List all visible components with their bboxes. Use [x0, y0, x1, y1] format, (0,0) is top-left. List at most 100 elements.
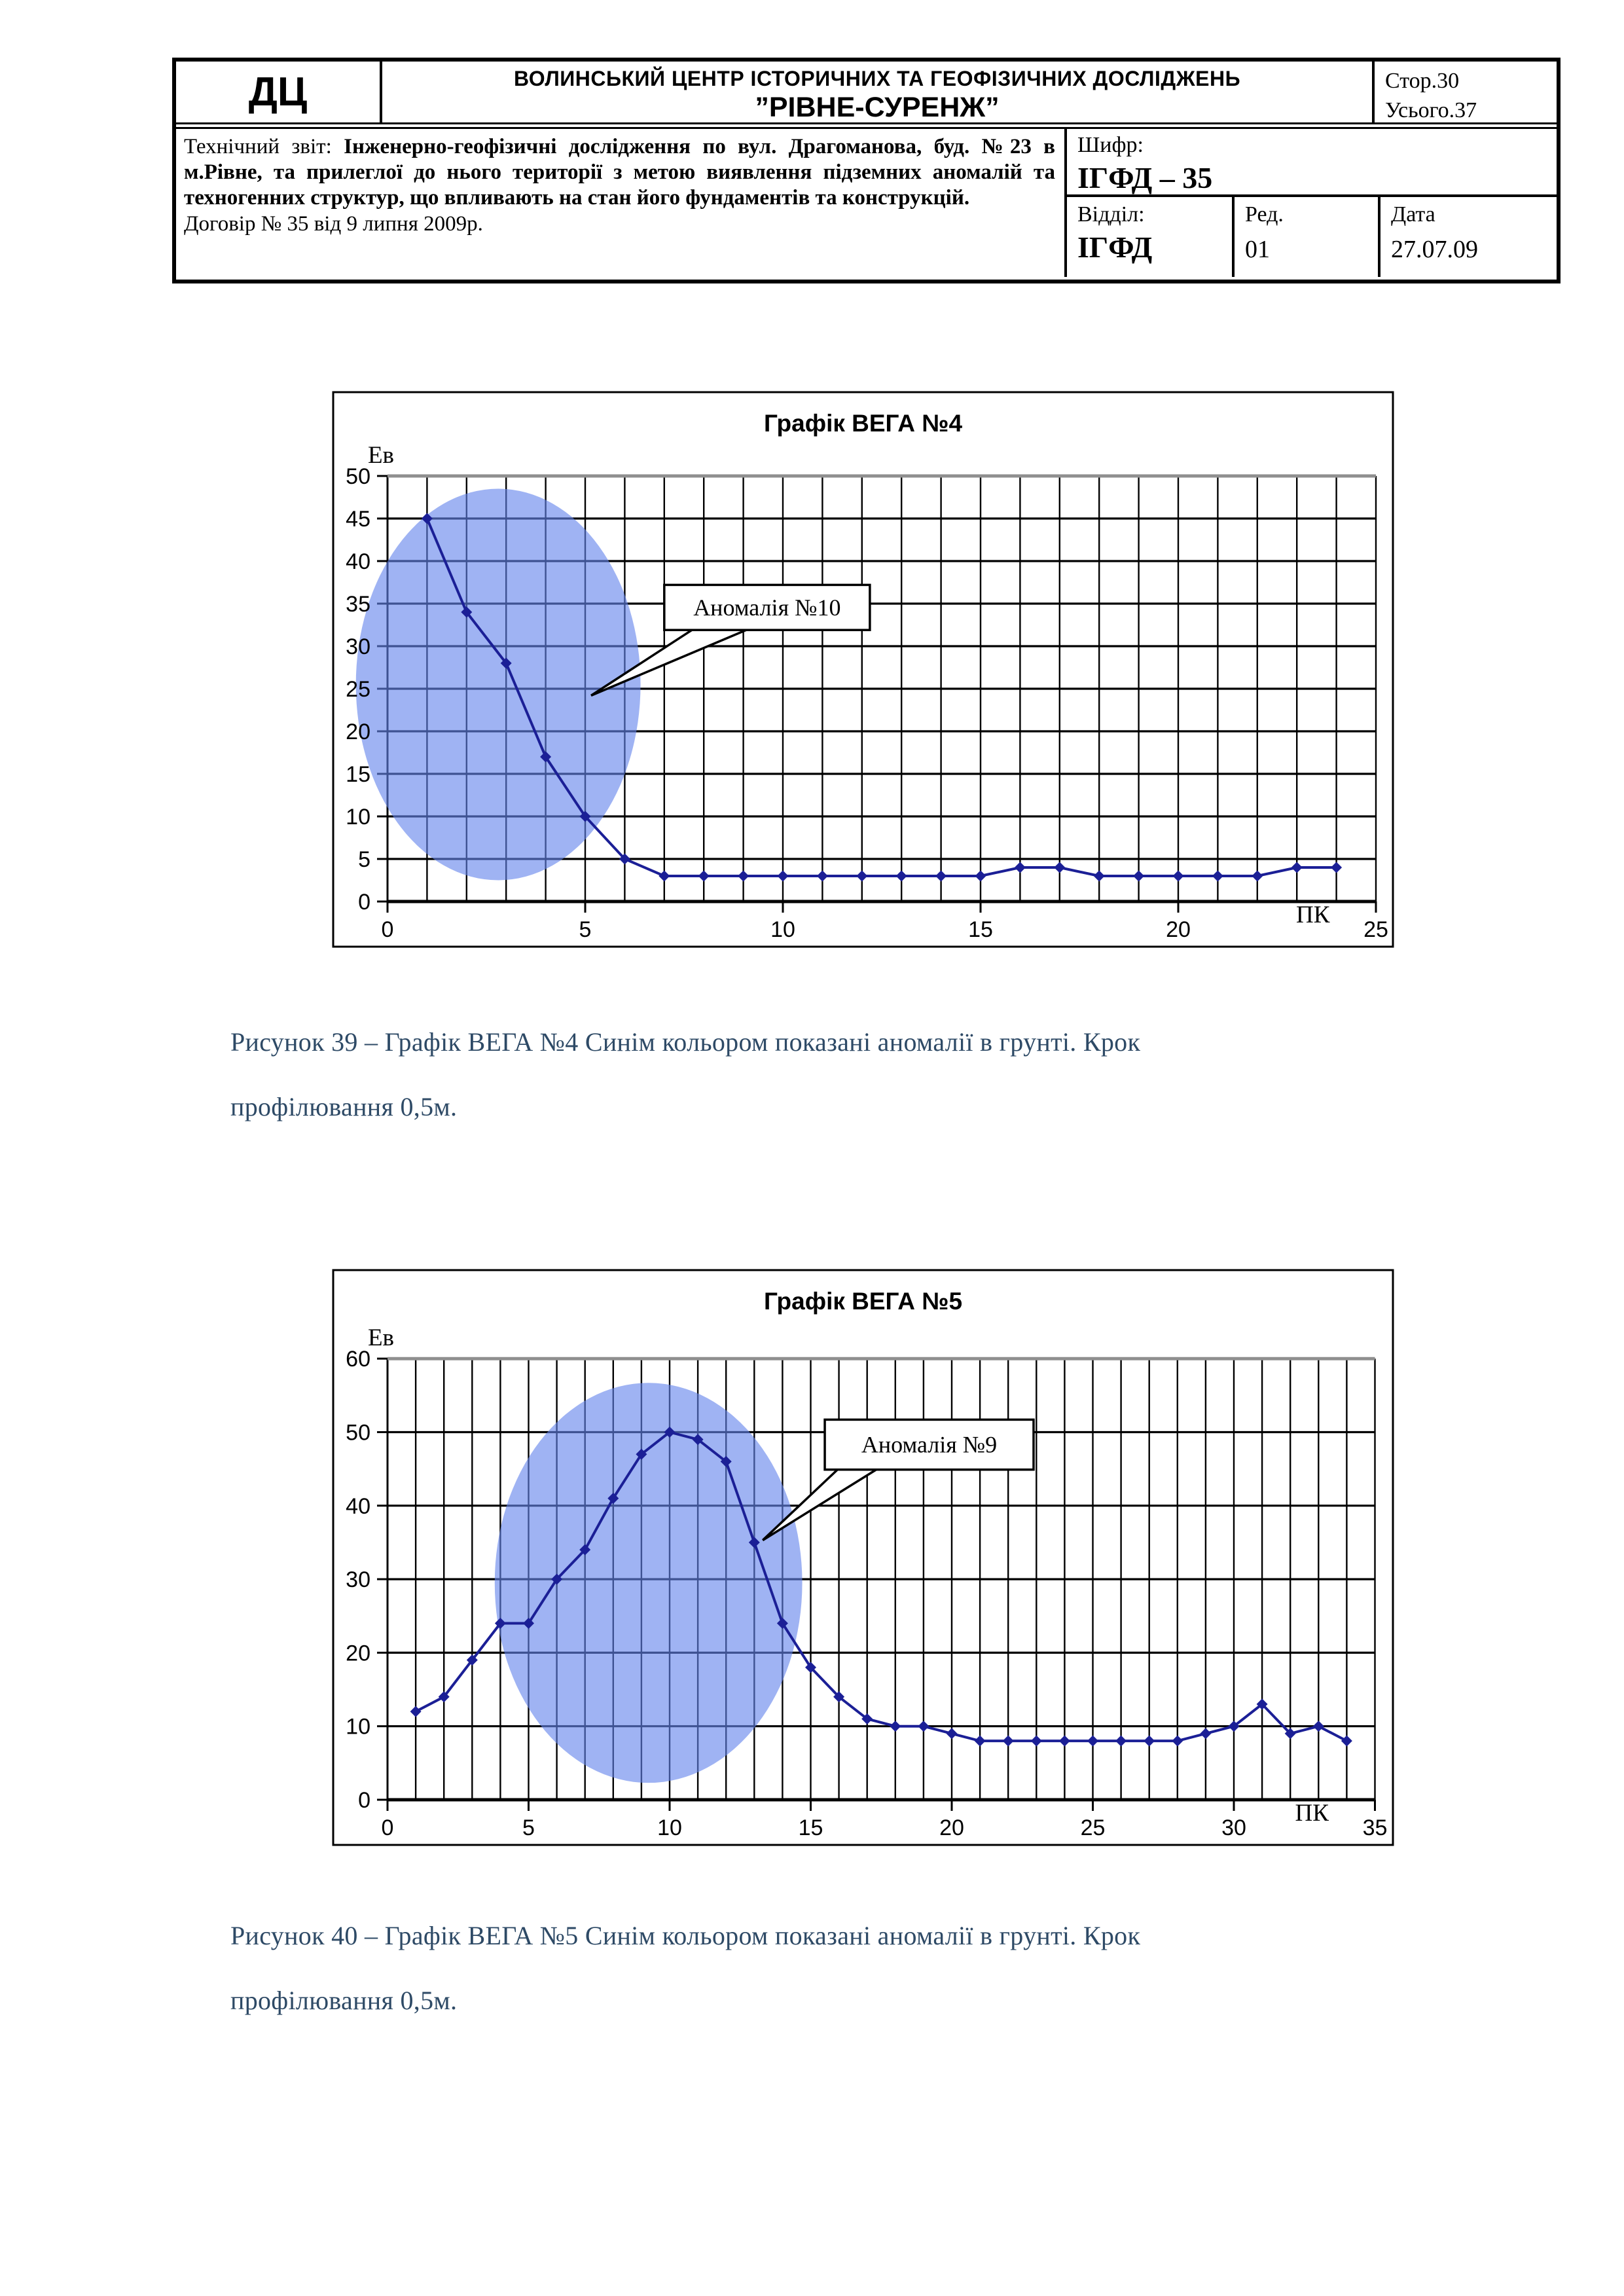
data-point-marker — [946, 1728, 958, 1740]
cipher-value: ІГФД – 35 — [1077, 161, 1213, 194]
caption-line: Рисунок 40 – Графік ВЕГА №5 Синім кольор… — [230, 1921, 1141, 1950]
data-point-marker — [698, 870, 710, 882]
data-point-marker — [636, 1448, 647, 1460]
data-point-marker — [619, 853, 630, 865]
data-point-marker — [1200, 1728, 1212, 1740]
data-point-marker — [1144, 1735, 1155, 1747]
data-point-marker — [1014, 862, 1026, 873]
data-point-marker — [890, 1721, 901, 1732]
cipher-label: Шифр: — [1077, 133, 1144, 157]
data-point-marker — [461, 606, 473, 618]
department-cell: Відділ: ІГФД — [1067, 197, 1235, 277]
vega-4-chart-svg: Аномалія №10 Графік ВЕГА №4 Ев ПК 0 5 10 15 20 25… — [332, 391, 1394, 948]
date-cell: Дата 27.07.09 — [1380, 197, 1557, 277]
header-meta-subrow: Відділ: ІГФД Ред. 01 Дата 27.07.09 — [1067, 197, 1557, 277]
y-tick-label: 0 — [358, 1788, 370, 1813]
x-tick-label: 10 — [657, 1815, 682, 1840]
revision-value: 01 — [1245, 236, 1270, 263]
cipher-cell: Шифр: ІГФД – 35 — [1067, 129, 1557, 197]
data-point-marker — [438, 1691, 450, 1703]
org-brand: ”РІВНЕ-СУРЕНЖ” — [755, 92, 1000, 123]
org-name: ВОЛИНСЬКИЙ ЦЕНТР ІСТОРИЧНИХ ТА ГЕОФІЗИЧН… — [513, 67, 1241, 90]
header-meta-block: Шифр: ІГФД – 35 Відділ: ІГФД Ред. 01 Дат… — [1067, 129, 1557, 277]
y-tick-label: 25 — [346, 677, 370, 702]
anomaly-ellipse — [494, 1383, 803, 1783]
y-tick-label: 30 — [346, 634, 370, 659]
data-point-marker — [1115, 1735, 1127, 1747]
data-point-marker — [975, 870, 986, 882]
x-tick-label: 20 — [939, 1815, 964, 1840]
data-point-marker — [895, 870, 907, 882]
data-point-marker — [579, 1544, 591, 1556]
data-point-marker — [692, 1434, 704, 1446]
data-point-marker — [659, 870, 670, 882]
y-axis-title: Ев — [368, 1324, 394, 1351]
x-tick-label: 0 — [382, 917, 394, 942]
data-point-marker — [720, 1455, 732, 1467]
data-point-marker — [805, 1662, 816, 1673]
data-point-marker — [1002, 1735, 1014, 1747]
date-value: 27.07.09 — [1391, 236, 1478, 263]
x-tick-label: 5 — [579, 917, 592, 942]
department-label: Відділ: — [1077, 202, 1145, 227]
data-point-marker — [1030, 1735, 1042, 1747]
data-point-marker — [1054, 862, 1066, 873]
data-line — [425, 518, 1337, 877]
x-tick-label: 25 — [1363, 917, 1388, 942]
data-point-marker — [935, 870, 947, 882]
y-tick-label: 40 — [346, 549, 370, 574]
caption-line: профілювання 0,5м. — [230, 1986, 458, 2015]
caption-line: Рисунок 39 – Графік ВЕГА №4 Синім кольор… — [230, 1027, 1141, 1057]
data-point-marker — [500, 657, 512, 669]
data-point-marker — [410, 1705, 422, 1717]
x-tick-label: 0 — [382, 1815, 394, 1840]
x-tick-label: 20 — [1166, 917, 1191, 942]
data-point-marker — [1331, 862, 1343, 873]
data-point-marker — [918, 1721, 929, 1732]
data-point-marker — [1172, 870, 1184, 882]
org-logo: ДЦ — [176, 62, 382, 122]
callout-box — [823, 1418, 1035, 1471]
header-table: ДЦ ВОЛИНСЬКИЙ ЦЕНТР ІСТОРИЧНИХ ТА ГЕОФІЗ… — [172, 58, 1561, 283]
data-point-marker — [816, 870, 828, 882]
y-tick-label: 20 — [346, 720, 370, 744]
date-label: Дата — [1391, 202, 1435, 227]
org-title-block: ВОЛИНСЬКИЙ ЦЕНТР ІСТОРИЧНИХ ТА ГЕОФІЗИЧН… — [382, 62, 1372, 123]
data-point-marker — [551, 1573, 563, 1585]
callout-box — [663, 583, 871, 632]
x-tick-label: 5 — [522, 1815, 535, 1840]
figure-39-caption: Рисунок 39 – Графік ВЕГА №4 Синім кольор… — [230, 1027, 1140, 1122]
data-point-marker — [1252, 870, 1263, 882]
department-value: ІГФД — [1077, 230, 1153, 264]
data-point-marker — [1256, 1698, 1268, 1710]
chart-title: Графік ВЕГА №5 — [764, 1288, 962, 1315]
contract-line: Договір № 35 від 9 липня 2009р. — [184, 212, 483, 236]
data-point-marker — [833, 1691, 845, 1703]
data-point-marker — [1058, 1735, 1070, 1747]
page-total: Усього.37 — [1385, 98, 1477, 122]
y-tick-label: 35 — [346, 592, 370, 617]
y-tick-label: 20 — [346, 1641, 370, 1666]
x-tick-label: 35 — [1363, 1815, 1388, 1840]
data-point-marker — [738, 870, 749, 882]
x-tick-label: 15 — [799, 1815, 823, 1840]
chart-title: Графік ВЕГА №4 — [764, 410, 962, 437]
page-counter-cell: Стор.30 Усього.37 — [1372, 62, 1557, 122]
report-description: Технічний звіт: Інженерно-геофізичні дос… — [176, 129, 1067, 277]
x-tick-label: 15 — [968, 917, 993, 942]
revision-cell: Ред. 01 — [1235, 197, 1380, 277]
x-tick-label: 30 — [1221, 1815, 1246, 1840]
data-point-marker — [974, 1735, 986, 1747]
data-point-marker — [607, 1493, 619, 1504]
x-axis-title: ПК — [1295, 1800, 1329, 1827]
y-tick-label: 10 — [346, 805, 370, 829]
data-point-marker — [1087, 1735, 1098, 1747]
data-point-marker — [861, 1713, 873, 1724]
data-point-marker — [1228, 1721, 1240, 1732]
x-tick-label: 25 — [1081, 1815, 1106, 1840]
data-point-marker — [1133, 870, 1145, 882]
vega-5-chart: Аномалія №9 Графік ВЕГА №5 Ев ПК 0 10 20 30 40 50… — [332, 1269, 1394, 1846]
caption-line: профілювання 0,5м. — [230, 1092, 458, 1121]
data-point-marker — [540, 751, 552, 763]
